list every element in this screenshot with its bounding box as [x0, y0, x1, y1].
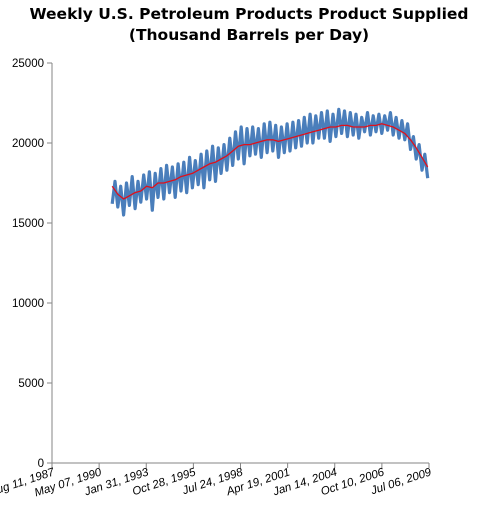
y-tick-label: 5000	[18, 378, 44, 390]
y-tick-label: 10000	[12, 298, 44, 310]
series-line-moving-average	[111, 123, 429, 200]
y-tick-label: 25000	[12, 58, 44, 70]
y-tick-label: 0	[38, 458, 44, 470]
y-tick-label: 15000	[12, 218, 44, 230]
plot-area	[110, 107, 430, 217]
series-line-weekly	[110, 107, 430, 217]
chart-title-line-2: (Thousand Barrels per Day)	[128, 26, 370, 44]
y-axis: 0 5000 10000 15000 20000 25000	[12, 58, 53, 470]
chart-title: Weekly U.S. Petroleum Products Product S…	[0, 4, 498, 46]
y-tick-label: 20000	[12, 138, 44, 150]
chart-title-line-1: Weekly U.S. Petroleum Products Product S…	[29, 5, 469, 23]
